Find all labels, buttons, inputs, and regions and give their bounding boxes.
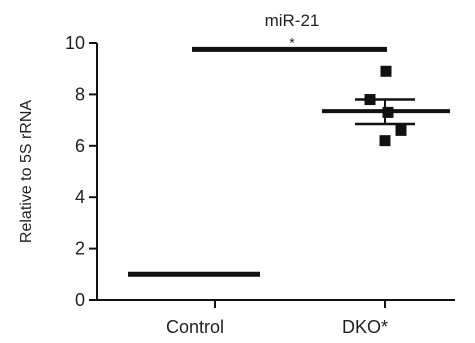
data-point [380,65,392,77]
x-ticks: Control DKO* [166,300,388,337]
significance-annotation: * [192,34,387,52]
y-axis-label: Relative to 5S rRNA [18,100,35,243]
significance-label: * [289,34,295,50]
y-tick-label: 10 [65,33,85,53]
group-dko [322,65,450,147]
data-point [382,106,394,118]
x-tick-label: Control [166,317,224,337]
data-groups [128,65,450,277]
y-tick-label: 6 [75,136,85,156]
data-point [395,124,407,136]
data-point [379,135,391,147]
y-ticks: 0 2 4 6 8 10 [65,33,97,310]
data-point [364,94,376,106]
y-tick-label: 4 [75,187,85,207]
y-tick-label: 2 [75,239,85,259]
x-tick-label: DKO* [342,317,388,337]
y-tick-label: 0 [75,290,85,310]
y-tick-label: 8 [75,84,85,104]
chart-title: miR-21 [265,11,320,30]
